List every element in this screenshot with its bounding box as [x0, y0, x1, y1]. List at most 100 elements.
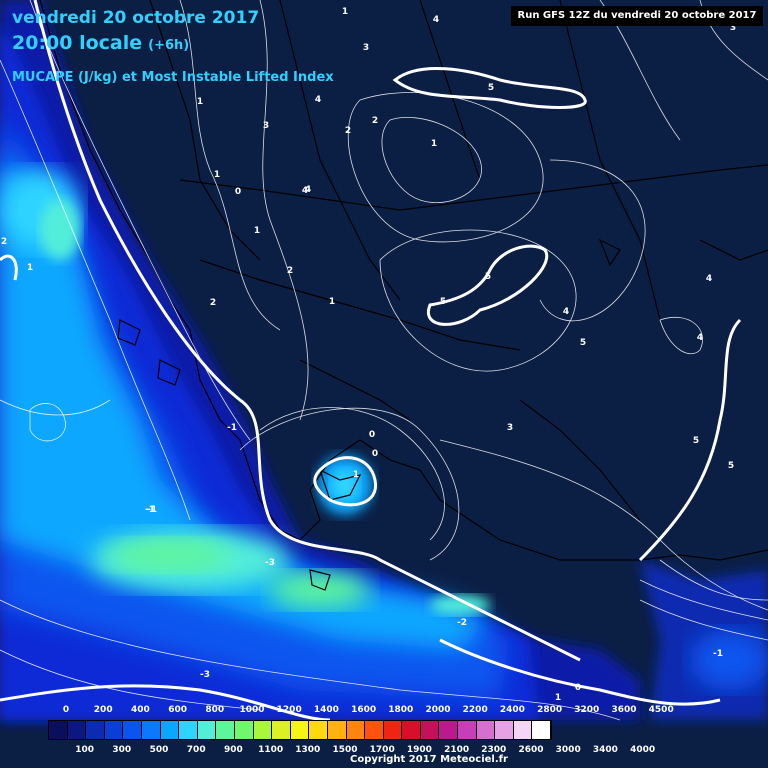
legend-swatch [104, 721, 124, 739]
contour-value-label: -1 [227, 423, 237, 433]
legend-swatch [141, 721, 161, 739]
contour-value-label: 2 [345, 126, 351, 136]
contour-value-label: -2 [457, 618, 467, 628]
legend-swatch [234, 721, 254, 739]
legend-bottom-label: 900 [223, 745, 243, 755]
legend-bottom-label: 2600 [518, 745, 544, 755]
legend-swatch [402, 721, 421, 739]
contour-value-label: -1 [713, 649, 723, 659]
thick-contours [0, 0, 742, 722]
parameter-title: MUCAPE (J/kg) et Most Instable Lifted In… [12, 70, 334, 85]
cape-shading [0, 0, 768, 720]
contour-value-label: 1 [342, 7, 348, 17]
legend-bottom-label: 1500 [332, 745, 358, 755]
forecast-offset: (+6h) [148, 38, 190, 53]
contour-value-label: 5 [440, 297, 446, 307]
contour-value-label: 2 [287, 266, 293, 276]
contour-value-label: 3 [730, 23, 736, 33]
legend-bottom-label: 1300 [295, 745, 321, 755]
legend-top-label: 3600 [611, 705, 637, 715]
legend-swatch [532, 721, 552, 739]
legend-top-label: 600 [168, 705, 187, 715]
legend-swatch [123, 721, 142, 739]
contour-value-label: 2 [372, 116, 378, 126]
legend-swatch [495, 721, 514, 739]
legend-swatch [365, 721, 384, 739]
forecast-time-label: 20:00 locale [12, 32, 143, 54]
contour-value-label: -1 [145, 505, 155, 515]
contour-value-label: 5 [728, 461, 734, 471]
contour-value-label: 5 [485, 272, 491, 282]
legend-top-label: 400 [130, 705, 150, 715]
legend-bottom-label: 1900 [406, 745, 432, 755]
legend-colorbar [48, 720, 553, 740]
legend-swatch [160, 721, 180, 739]
legend-top-label: 800 [205, 705, 225, 715]
legend-swatch [309, 721, 328, 739]
legend-top-label: 4500 [648, 705, 674, 715]
legend-swatch [513, 721, 533, 739]
contour-value-label: 3 [363, 43, 369, 53]
contour-value-label: 0 [369, 430, 375, 440]
legend-top-label: 200 [93, 705, 113, 715]
legend-bottom-label: 4000 [630, 745, 656, 755]
contour-value-label: 1 [197, 97, 203, 107]
legend-swatch [476, 721, 496, 739]
legend-swatch [458, 721, 477, 739]
contour-value-label: 5 [580, 338, 586, 348]
contour-value-label: 1 [254, 226, 260, 236]
legend-bottom-label: 3000 [555, 745, 581, 755]
legend-top-label: 2200 [462, 705, 488, 715]
contour-value-label: 5 [693, 436, 699, 446]
contour-value-label: 0 [372, 449, 378, 459]
legend-bottom-label: 100 [75, 745, 94, 755]
legend-swatch [49, 721, 68, 739]
legend-swatch [420, 721, 440, 739]
legend-bottom-label: 1700 [369, 745, 395, 755]
forecast-date: vendredi 20 octobre 2017 [12, 8, 260, 28]
legend-top-label: 1200 [276, 705, 302, 715]
contour-value-label: -1 [147, 505, 157, 515]
contour-value-label: 2 [210, 298, 216, 308]
legend-top-label: 2800 [537, 705, 563, 715]
legend-swatch [253, 721, 273, 739]
legend-swatch [346, 721, 366, 739]
contour-value-label: 2 [1, 237, 7, 247]
lifted-index-contours [0, 0, 768, 721]
legend-swatch [216, 721, 235, 739]
contour-value-label: 1 [431, 139, 437, 149]
contour-value-label: 3 [507, 423, 513, 433]
contour-value-label: 4 [697, 333, 703, 343]
contour-value-label: 4 [302, 186, 308, 196]
contour-value-label: 4 [706, 274, 712, 284]
legend-bottom-label: 1100 [258, 745, 284, 755]
legend-bottom-label: 2100 [444, 745, 470, 755]
legend-swatch [197, 721, 217, 739]
contour-value-label: 1 [214, 170, 220, 180]
legend-swatch [272, 721, 291, 739]
legend-top-label: 1400 [313, 705, 339, 715]
legend-swatch [67, 721, 87, 739]
contour-value-label: 1 [27, 263, 33, 273]
legend-swatch [439, 721, 459, 739]
contour-value-label: 4 [315, 95, 321, 105]
forecast-time: 20:00 locale (+6h) [12, 32, 189, 54]
legend-bottom-label: 3400 [592, 745, 618, 755]
contour-value-label: 1 [353, 470, 359, 480]
legend-top-label: 1000 [239, 705, 265, 715]
contour-value-label: 4 [433, 15, 439, 25]
legend-top-label: 0 [62, 705, 70, 715]
contour-value-label: 1 [329, 297, 335, 307]
contour-value-label: 0 [235, 187, 241, 197]
copyright: Copyright 2017 Meteociel.fr [350, 754, 508, 765]
contour-value-label: 4 [563, 307, 569, 317]
contour-value-label: 0 [575, 683, 581, 693]
contour-value-label: 4 [305, 185, 311, 195]
legend-top-label: 1800 [388, 705, 414, 715]
legend-top-label: 2000 [425, 705, 451, 715]
contour-value-label: 1 [555, 693, 561, 703]
contour-value-label: 3 [263, 121, 269, 131]
contour-value-label: 5 [488, 83, 494, 93]
